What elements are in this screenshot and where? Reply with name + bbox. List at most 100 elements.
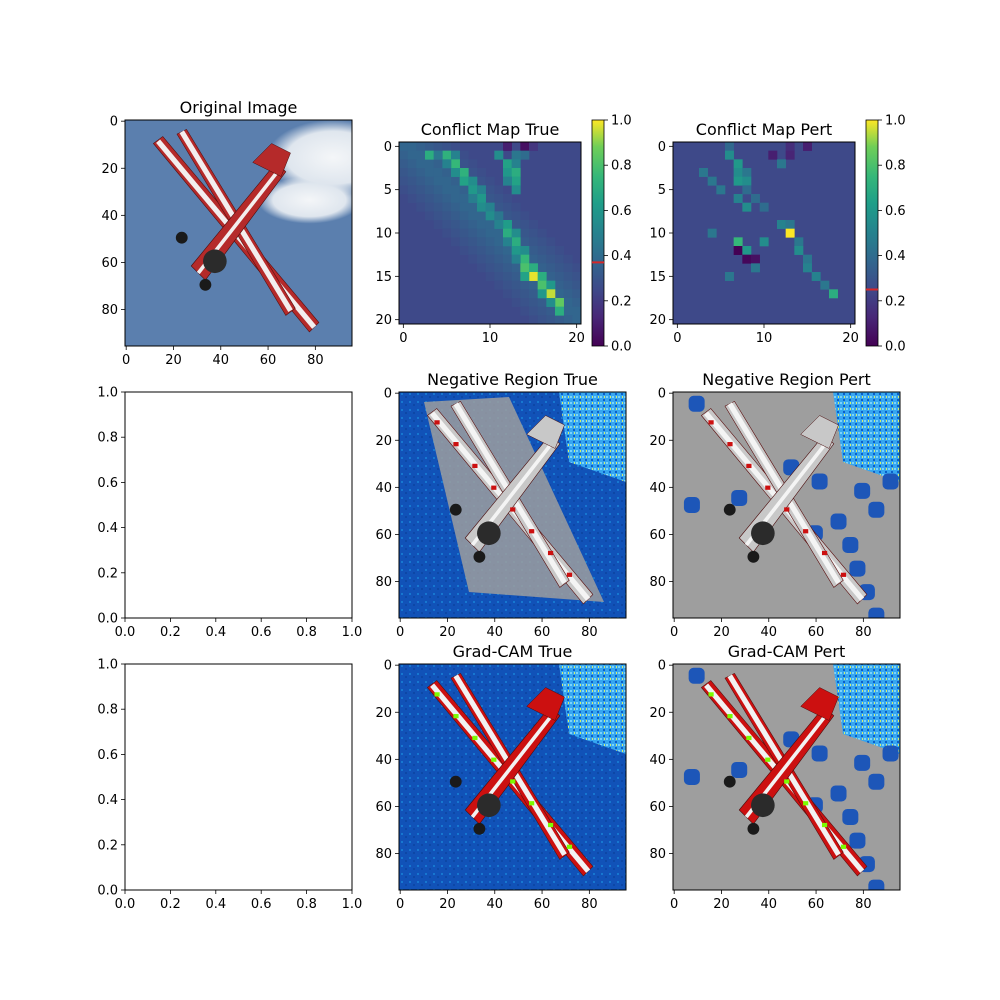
heatmap-cell: [485, 176, 495, 186]
heatmap-cell: [503, 168, 512, 177]
unmasked-patch: [683, 769, 700, 785]
heatmap-cell: [416, 168, 426, 177]
image-neg-true: [399, 392, 626, 618]
heatmap-cell: [468, 220, 478, 229]
engine: [203, 249, 227, 274]
heatmap-cell: [777, 220, 786, 229]
heatmap-cell: [425, 202, 434, 212]
unmasked-patch: [811, 745, 828, 762]
heatmap-cell: [511, 246, 521, 255]
heatmap-cell: [485, 237, 495, 247]
heatmap-cell: [537, 289, 547, 299]
tail: [800, 687, 839, 721]
highlight-mark: [566, 572, 573, 577]
x-tick-label: 0: [122, 353, 130, 368]
heatmap-cell: [494, 228, 504, 238]
highlight-mark: [765, 757, 771, 762]
heatmap-cell: [520, 237, 530, 247]
y-tick-label: 10: [649, 227, 666, 242]
heatmap-cell: [485, 202, 495, 212]
x-tick-label: 0: [396, 625, 404, 640]
heatmap-cell: [572, 289, 582, 299]
axes-frame: [672, 391, 901, 619]
heatmap-cell: [451, 176, 460, 186]
heatmap-cell: [459, 150, 469, 160]
heatmap-cell: [433, 159, 443, 169]
heatmap-cell: [572, 263, 582, 273]
heatmap-cell: [477, 263, 486, 273]
heatmap-cell: [468, 211, 478, 221]
unmasked-patch: [854, 754, 871, 771]
cloud: [266, 120, 352, 196]
colorbar: [865, 119, 879, 347]
heatmap-cell: [494, 220, 504, 229]
x-tick-label: 20: [842, 331, 859, 346]
heatmap-cell: [494, 272, 504, 281]
x-tick-label: 0.0: [115, 625, 136, 640]
heatmap-cell: [485, 211, 495, 221]
heatmap-cell: [399, 159, 408, 169]
heatmap-cell: [407, 150, 417, 160]
heatmap-cell: [563, 315, 573, 325]
heatmap-cell: [485, 185, 495, 195]
heatmap-cell: [468, 194, 478, 203]
heatmap-cell: [563, 272, 573, 281]
heatmap-cell: [725, 272, 734, 281]
heatmap-cell: [485, 228, 495, 238]
heatmap-cell: [537, 228, 547, 238]
x-tick-label: 0.0: [115, 897, 136, 912]
heatmap-cell: [529, 306, 538, 316]
highlight-mark: [708, 420, 714, 425]
heatmap-cell: [485, 220, 495, 229]
heatmap-cell: [520, 142, 530, 151]
heatmap-cell: [399, 185, 408, 195]
heatmap-cell: [537, 306, 547, 316]
x-tick-label: 0.4: [205, 897, 226, 912]
heatmap-cell: [511, 150, 521, 160]
x-tick-label: 0.8: [296, 897, 317, 912]
y-tick-label: 80: [101, 303, 118, 318]
highlight-mark: [472, 735, 478, 741]
heatmap-cell: [537, 315, 547, 325]
unmasked-patch: [868, 607, 885, 618]
heatmap-cell: [529, 254, 538, 264]
heatmap-cell: [451, 150, 460, 160]
heatmap-cell: [477, 185, 486, 195]
y-tick-label: 0.8: [97, 703, 118, 718]
heatmap-cell: [503, 272, 512, 281]
heatmap-cell: [520, 289, 530, 299]
tail: [252, 143, 291, 177]
highlight-mark: [491, 757, 497, 762]
x-tick-label: 10: [482, 331, 499, 346]
heatmap-cell: [485, 263, 495, 273]
heatmap-cell: [433, 142, 443, 151]
heatmap-cell: [425, 211, 434, 221]
highlight-mark: [472, 463, 478, 469]
heatmap-cell: [425, 194, 434, 203]
heatmap-cell: [416, 159, 426, 169]
x-tick-label: 40: [760, 625, 777, 640]
heatmap-cell: [716, 185, 726, 195]
heatmap-cell: [477, 176, 486, 186]
heatmap-cell: [442, 220, 452, 229]
highlight-mark: [510, 779, 516, 784]
highlight-mark: [746, 463, 752, 469]
heatmap-cell: [555, 306, 564, 316]
heatmap-cell: [546, 254, 556, 264]
colorbar-tick-label: 0.8: [885, 159, 906, 174]
heatmap-cell: [425, 150, 434, 160]
image-original: [125, 120, 352, 346]
highlight-mark: [566, 844, 573, 849]
engine: [751, 793, 775, 818]
panel-original: 0 20 40 60 80 0 20 40 60 80 Original Image: [101, 98, 353, 368]
x-tick-label: 60: [534, 625, 551, 640]
x-tick-label: 20: [439, 625, 456, 640]
heatmap-cell: [511, 289, 521, 299]
highlight-mark: [547, 550, 554, 556]
heatmap-cell: [416, 194, 426, 203]
heatmap-cell: [742, 168, 752, 177]
x-tick-label: 80: [307, 353, 324, 368]
cloud-activation: [559, 392, 626, 482]
heatmap-cell: [529, 289, 538, 299]
